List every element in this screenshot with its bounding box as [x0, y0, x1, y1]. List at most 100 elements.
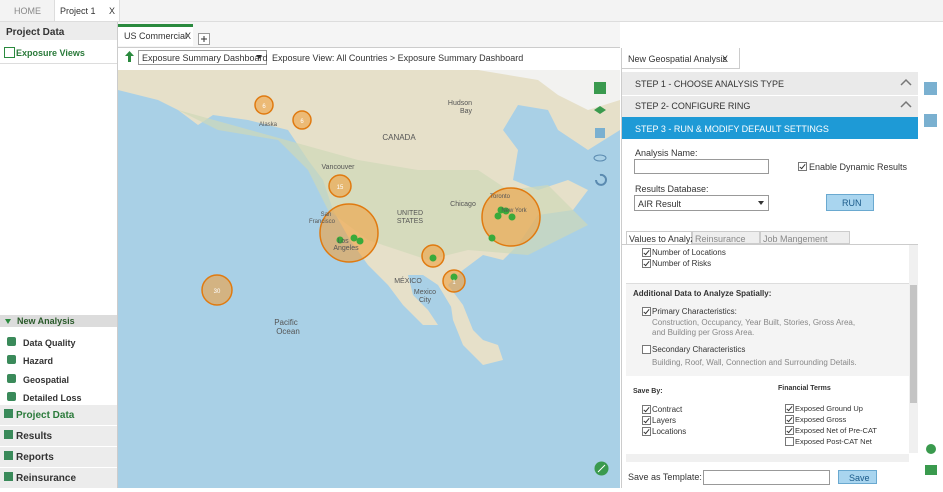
field-label: Save as Template: [628, 472, 702, 482]
exposure-views[interactable]: Exposure Views [16, 48, 85, 58]
save-label: Save [849, 473, 870, 483]
icon [4, 472, 13, 481]
checkbox[interactable] [642, 345, 651, 354]
analysis-item[interactable]: Data Quality [23, 338, 76, 348]
icon [4, 430, 13, 439]
checkbox[interactable] [798, 162, 807, 171]
side-icons[interactable] [922, 80, 940, 480]
checkbox[interactable] [785, 404, 794, 413]
panel-tab-label[interactable]: Values to Analyze [629, 234, 700, 244]
checkbox-label: Exposed Net of Pre-CAT [795, 426, 877, 435]
analysis-item[interactable]: Detailed Loss [23, 393, 82, 403]
compass[interactable] [594, 461, 609, 476]
map-label: Chicago [450, 201, 476, 208]
step[interactable]: STEP 2- CONFIGURE RING [635, 101, 751, 111]
checkbox[interactable] [785, 415, 794, 424]
pin [350, 234, 358, 242]
checkbox[interactable] [642, 427, 651, 436]
cluster-count: 15 [337, 185, 344, 191]
nav-item[interactable] [0, 404, 117, 425]
tab-strip [118, 22, 620, 48]
run-button[interactable] [826, 194, 874, 211]
nav-item[interactable] [0, 425, 117, 446]
cluster [319, 203, 379, 263]
template-input[interactable] [703, 470, 830, 485]
workspace-tab[interactable] [118, 24, 193, 46]
save-button[interactable] [838, 470, 877, 484]
checkbox[interactable] [785, 426, 794, 435]
additional-section [626, 283, 909, 376]
add-tab[interactable] [198, 33, 210, 45]
icon [7, 337, 16, 346]
checkbox[interactable] [642, 405, 651, 414]
map-label: Hudson [448, 100, 472, 107]
view-select-label: Exposure Summary Dashboard [142, 53, 268, 63]
pin [488, 234, 496, 242]
panel-tab[interactable] [692, 231, 760, 244]
sidebar-header [0, 22, 117, 40]
panel-tab[interactable] [626, 231, 692, 244]
checkbox[interactable] [642, 307, 651, 316]
panel-tab-label[interactable]: Reinsurance [695, 234, 746, 244]
cluster [254, 95, 274, 115]
icon [7, 374, 16, 383]
close[interactable]: X [109, 6, 116, 16]
active-step[interactable] [622, 117, 918, 139]
step[interactable]: STEP 1 - CHOOSE ANALYSIS TYPE [635, 79, 785, 89]
panel-tab-label[interactable]: Job Mangement [763, 234, 828, 244]
breadcrumb: Exposure View: All Countries > Exposure … [272, 53, 524, 63]
map-label: Angeles [333, 245, 359, 252]
checkbox[interactable] [642, 259, 651, 268]
checkbox[interactable] [642, 248, 651, 257]
analysis-name-input[interactable] [634, 159, 769, 174]
dropdown-arrow [758, 201, 764, 205]
pin [429, 254, 437, 262]
map-tools[interactable] [592, 80, 610, 190]
description: and Building per Gross Area. [652, 328, 755, 337]
dropdown-arrow [256, 55, 262, 59]
nav-item[interactable] [0, 467, 117, 488]
step[interactable]: STEP 3 - RUN & MODIFY DEFAULT SETTINGS [635, 124, 829, 134]
project-tab[interactable] [54, 0, 120, 21]
cluster-count: 6 [300, 119, 304, 125]
analysis-item[interactable]: Hazard [23, 356, 54, 366]
nav-label[interactable]: Reports [16, 452, 54, 463]
divider [622, 95, 918, 96]
home-tab[interactable]: HOME [14, 6, 41, 16]
nav-label[interactable]: Project Data [16, 410, 75, 421]
sidebar-title: Project Data [6, 27, 65, 38]
nav-label[interactable]: Results [16, 431, 53, 442]
scroll-thumb[interactable] [910, 285, 917, 403]
link-row [0, 41, 117, 64]
pin [450, 273, 458, 281]
map-label: New York [501, 208, 527, 214]
analysis-item[interactable]: Geospatial [23, 375, 70, 385]
close[interactable]: X [722, 54, 729, 64]
section-header [0, 315, 117, 327]
map-label: STATES [397, 218, 424, 225]
results-db-select[interactable] [634, 195, 769, 211]
pin [497, 206, 505, 214]
panel-tab[interactable] [621, 48, 740, 69]
section-title: Financial Terms [778, 385, 831, 392]
panel-tab-label: New Geospatial Analysis [628, 54, 728, 64]
icon [4, 47, 15, 58]
checkbox-label: Number of Locations [652, 248, 726, 257]
nav-item[interactable] [0, 446, 117, 467]
panel-tab[interactable] [760, 231, 850, 244]
close[interactable]: X [185, 31, 192, 41]
view-select[interactable] [138, 50, 267, 65]
checkbox-label: Secondary Characteristics [652, 345, 746, 354]
section-title: Save By: [633, 388, 663, 395]
checkbox-label: Primary Characteristics: [652, 307, 737, 316]
up-icon[interactable] [125, 51, 134, 62]
collapse-icons [900, 78, 912, 108]
checkbox-label: Layers [652, 416, 677, 425]
checkbox-label: Locations [652, 427, 687, 436]
checkbox[interactable] [642, 416, 651, 425]
checkbox[interactable] [785, 437, 794, 446]
checkbox-label: Exposed Post-CAT Net [795, 437, 872, 446]
nav-label[interactable]: Reinsurance [16, 473, 77, 484]
